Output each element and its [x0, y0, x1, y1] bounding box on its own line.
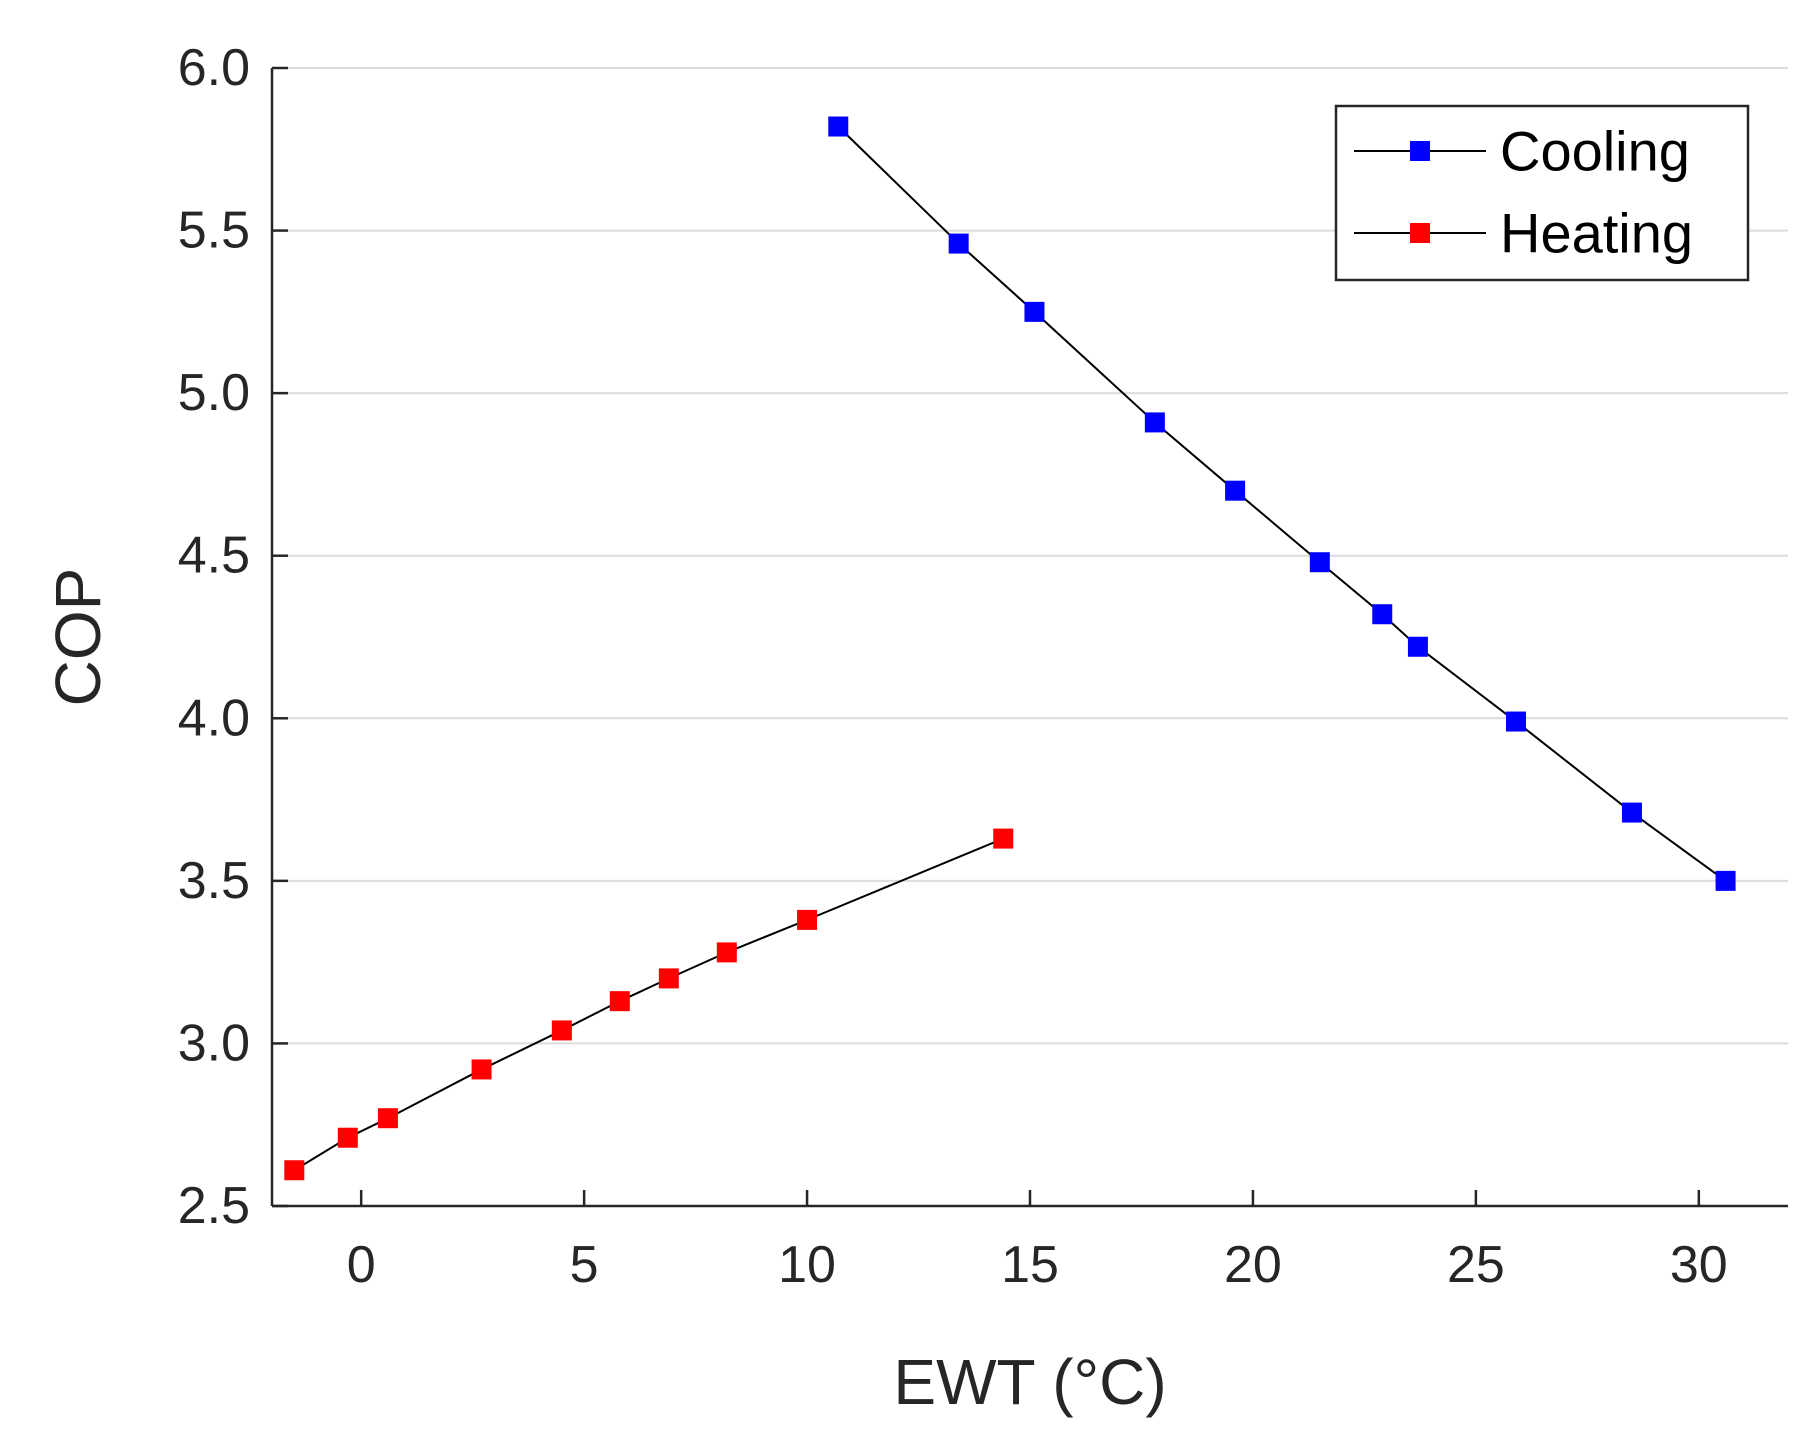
y-tick-label: 4.0 [178, 689, 250, 747]
legend-box [1334, 104, 1750, 282]
legend-cooling-label[interactable]: Cooling [1500, 120, 1690, 183]
x-tick-label: 25 [1447, 1236, 1505, 1294]
legend-heating-label[interactable]: Heating [1500, 202, 1693, 265]
heating-series-line [293, 837, 1004, 1172]
cooling-data-point [1621, 802, 1642, 823]
legend-cooling-marker [1410, 141, 1430, 161]
x-axis-title: EWT (°C) [893, 1346, 1166, 1418]
y-tick-label: 3.5 [178, 852, 250, 910]
plot-series [284, 116, 1736, 1181]
heating-data-point [284, 1160, 305, 1181]
y-tick-label: 6.0 [178, 39, 250, 97]
x-tick-label: 15 [1001, 1236, 1059, 1294]
x-tick-label: 10 [778, 1236, 836, 1294]
heating-data-point [716, 942, 737, 963]
cooling-data-point [948, 233, 969, 254]
cooling-data-point [828, 116, 849, 137]
heating-data-point [551, 1020, 572, 1041]
heating-data-point [609, 991, 630, 1012]
cooling-data-point [1372, 604, 1393, 625]
heating-data-point [993, 828, 1014, 849]
x-tick-label: 30 [1670, 1236, 1728, 1294]
y-axis-title: COP [42, 568, 114, 707]
axes: 2.5 3.0 3.5 4.0 4.5 5.0 5.5 6.0 0 5 10 15 20 25 30 EWT … [42, 39, 1788, 1418]
y-tick-label: 5.5 [178, 202, 250, 260]
y-tick-label: 5.0 [178, 364, 250, 422]
heating-data-point [377, 1108, 398, 1129]
cooling-data-point [1309, 552, 1330, 573]
y-tick-label: 4.5 [178, 527, 250, 585]
y-tick-label: 2.5 [178, 1177, 250, 1235]
heating-data-point [658, 968, 679, 989]
x-tick-label: 0 [347, 1236, 376, 1294]
x-tick-label: 5 [570, 1236, 599, 1294]
cooling-data-point [1225, 480, 1246, 501]
cooling-data-point [1715, 870, 1736, 891]
heating-data-point [337, 1127, 358, 1148]
grid-lines [272, 67, 1788, 1045]
y-tick-label: 3.0 [178, 1014, 250, 1072]
heating-data-point [471, 1059, 492, 1080]
cooling-data-point [1407, 636, 1428, 657]
legend[interactable]: Cooling Heating [1334, 104, 1750, 282]
cooling-data-point [1144, 412, 1165, 433]
cooling-data-point [1024, 301, 1045, 322]
heating-data-point [797, 909, 818, 930]
x-tick-label: 20 [1224, 1236, 1282, 1294]
cooling-data-point [1506, 711, 1527, 732]
legend-heating-marker [1410, 223, 1430, 243]
